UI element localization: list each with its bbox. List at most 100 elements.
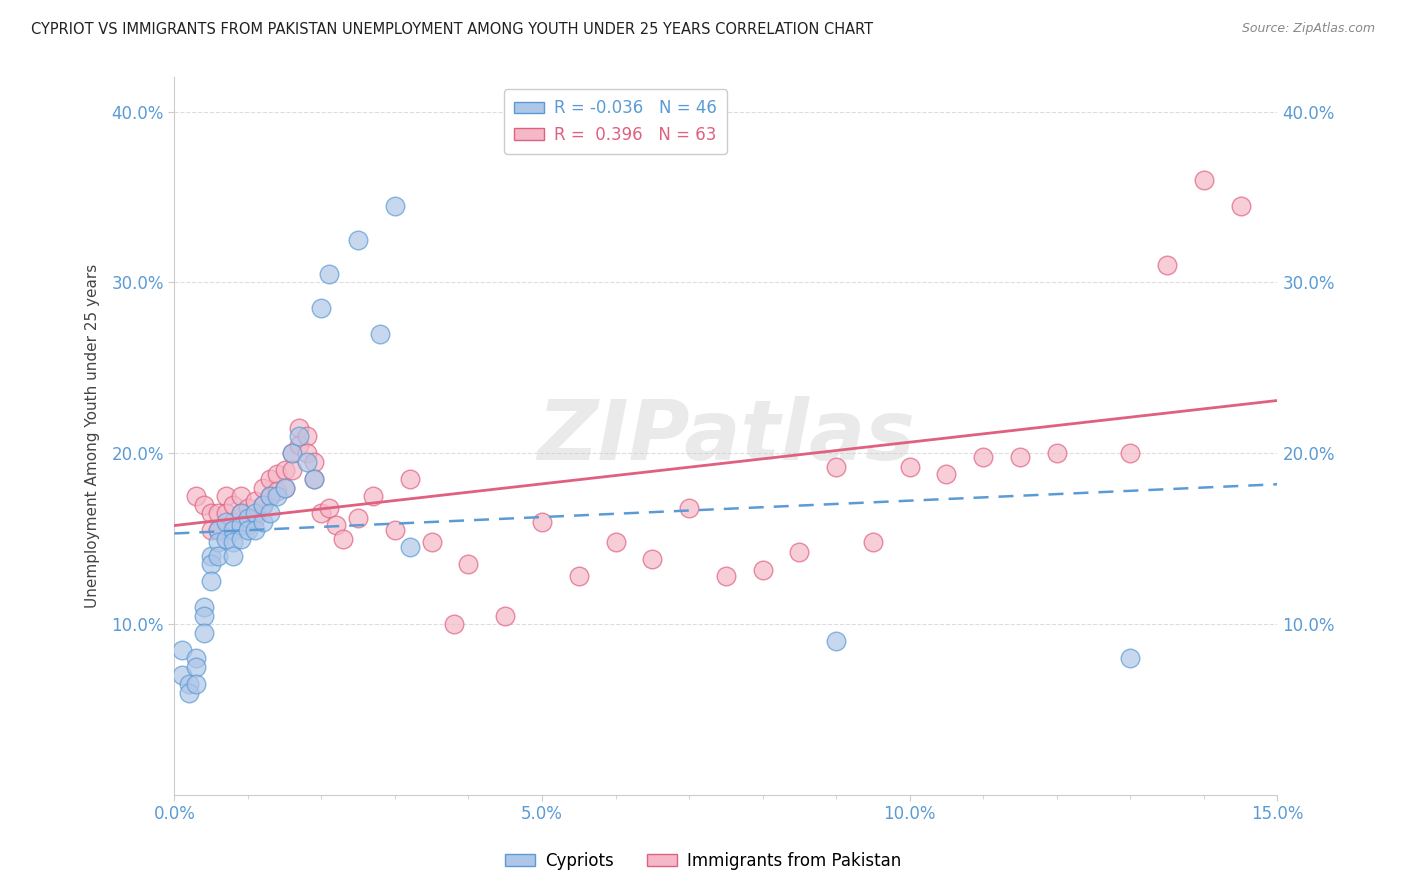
Point: [288, 429, 311, 443]
Point: [825, 634, 848, 648]
Legend: R = -0.036   N = 46, R =  0.396   N = 63: R = -0.036 N = 46, R = 0.396 N = 63: [505, 89, 727, 153]
Point: [193, 608, 215, 623]
Point: [302, 472, 325, 486]
Point: [1119, 446, 1142, 460]
Point: [361, 489, 384, 503]
Point: [207, 549, 229, 563]
Point: [186, 677, 208, 691]
Point: [332, 532, 354, 546]
Text: ZIPatlas: ZIPatlas: [537, 396, 915, 476]
Point: [457, 558, 479, 572]
Point: [384, 198, 406, 212]
Point: [245, 523, 267, 537]
Point: [236, 511, 259, 525]
Point: [200, 574, 222, 589]
Y-axis label: Unemployment Among Youth under 25 years: Unemployment Among Youth under 25 years: [86, 264, 100, 608]
Point: [259, 472, 281, 486]
Point: [288, 438, 311, 452]
Point: [177, 677, 200, 691]
Text: CYPRIOT VS IMMIGRANTS FROM PAKISTAN UNEMPLOYMENT AMONG YOUTH UNDER 25 YEARS CORR: CYPRIOT VS IMMIGRANTS FROM PAKISTAN UNEM…: [31, 22, 873, 37]
Point: [1229, 198, 1251, 212]
Point: [193, 498, 215, 512]
Point: [678, 501, 700, 516]
Point: [200, 506, 222, 520]
Point: [259, 489, 281, 503]
Point: [259, 506, 281, 520]
Point: [266, 467, 288, 481]
Point: [229, 532, 252, 546]
Point: [200, 523, 222, 537]
Point: [252, 515, 274, 529]
Point: [935, 467, 957, 481]
Point: [193, 600, 215, 615]
Point: [751, 562, 773, 576]
Point: [259, 489, 281, 503]
Point: [398, 541, 420, 555]
Point: [273, 463, 295, 477]
Point: [347, 511, 370, 525]
Point: [207, 523, 229, 537]
Point: [531, 515, 554, 529]
Point: [207, 523, 229, 537]
Point: [266, 489, 288, 503]
Point: [229, 518, 252, 533]
Point: [252, 481, 274, 495]
Point: [302, 472, 325, 486]
Point: [825, 460, 848, 475]
Point: [252, 498, 274, 512]
Point: [295, 429, 318, 443]
Point: [252, 498, 274, 512]
Point: [281, 446, 304, 460]
Point: [318, 267, 340, 281]
Point: [398, 472, 420, 486]
Point: [605, 535, 627, 549]
Point: [1156, 259, 1178, 273]
Point: [288, 420, 311, 434]
Legend: Cypriots, Immigrants from Pakistan: Cypriots, Immigrants from Pakistan: [498, 846, 908, 877]
Point: [641, 552, 664, 566]
Point: [215, 515, 238, 529]
Point: [302, 455, 325, 469]
Point: [236, 518, 259, 533]
Point: [170, 643, 193, 657]
Point: [714, 569, 737, 583]
Point: [266, 483, 288, 498]
Point: [245, 494, 267, 508]
Point: [281, 463, 304, 477]
Point: [222, 498, 245, 512]
Point: [229, 506, 252, 520]
Point: [186, 489, 208, 503]
Point: [236, 501, 259, 516]
Point: [229, 489, 252, 503]
Text: Source: ZipAtlas.com: Source: ZipAtlas.com: [1241, 22, 1375, 36]
Point: [215, 489, 238, 503]
Point: [186, 651, 208, 665]
Point: [207, 506, 229, 520]
Point: [215, 506, 238, 520]
Point: [170, 668, 193, 682]
Point: [193, 625, 215, 640]
Point: [862, 535, 884, 549]
Point: [273, 481, 295, 495]
Point: [420, 535, 443, 549]
Point: [186, 660, 208, 674]
Point: [295, 455, 318, 469]
Point: [368, 326, 391, 341]
Point: [494, 608, 516, 623]
Point: [898, 460, 921, 475]
Point: [347, 233, 370, 247]
Point: [200, 558, 222, 572]
Point: [222, 515, 245, 529]
Point: [1046, 446, 1069, 460]
Point: [311, 506, 333, 520]
Point: [384, 523, 406, 537]
Point: [215, 532, 238, 546]
Point: [245, 511, 267, 525]
Point: [311, 301, 333, 315]
Point: [229, 506, 252, 520]
Point: [222, 535, 245, 549]
Point: [1192, 173, 1215, 187]
Point: [236, 523, 259, 537]
Point: [281, 446, 304, 460]
Point: [318, 501, 340, 516]
